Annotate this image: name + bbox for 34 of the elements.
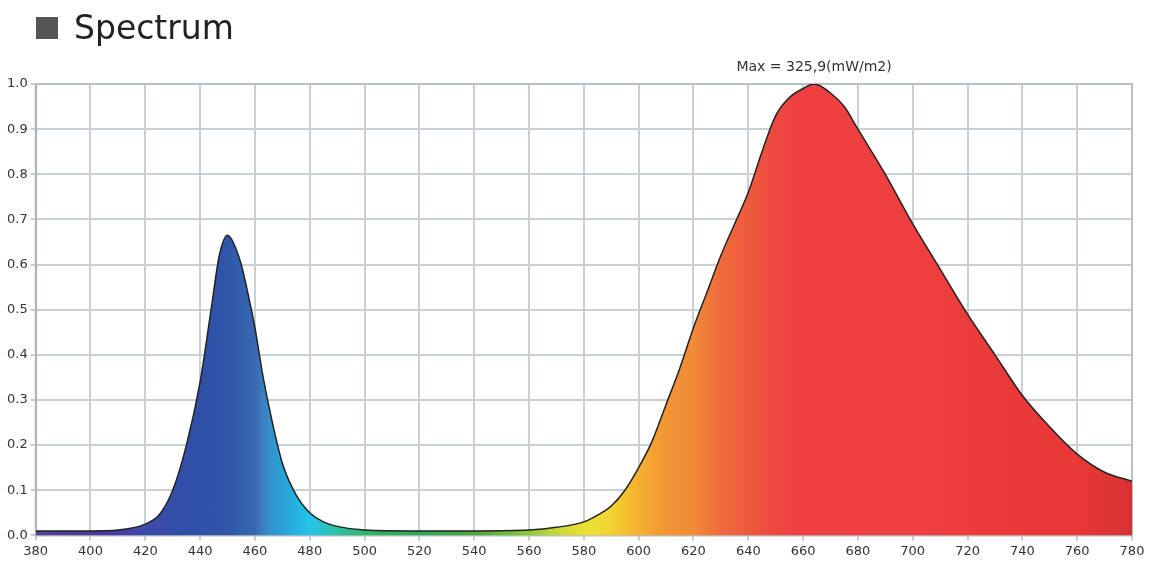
x-tick-label: 600 [626, 542, 652, 558]
y-tick-label: 0.6 [6, 255, 28, 271]
x-tick-label: 460 [242, 542, 268, 558]
y-tick-label: 0.7 [6, 210, 28, 226]
x-tick-label: 660 [790, 542, 816, 558]
x-tick-label: 680 [845, 542, 871, 558]
y-tick-label: 0.8 [6, 165, 28, 181]
x-tick-label: 740 [1009, 542, 1035, 558]
x-tick-label: 500 [352, 542, 377, 558]
x-tick-label: 760 [1064, 542, 1090, 558]
chart-title: Spectrum [74, 8, 234, 47]
x-tick-label: 540 [461, 542, 487, 558]
x-tick-label: 580 [571, 542, 597, 558]
x-tick-label: 400 [78, 542, 103, 558]
y-tick-label: 0.4 [6, 346, 28, 362]
x-tick-label: 720 [955, 542, 980, 558]
y-tick-label: 0.3 [6, 391, 28, 407]
x-tick-label: 420 [132, 542, 158, 558]
y-tick-label: 0.5 [6, 301, 28, 317]
x-tick-label: 440 [187, 542, 213, 558]
x-tick-label: 780 [1119, 542, 1145, 558]
y-tick-label: 0.0 [6, 526, 28, 542]
x-tick-label: 480 [297, 542, 323, 558]
x-tick-label: 560 [516, 542, 542, 558]
y-tick-label: 0.1 [6, 481, 28, 497]
y-tick-label: 0.2 [6, 436, 28, 452]
x-tick-label: 620 [681, 542, 706, 558]
y-tick-label: 0.9 [6, 120, 28, 136]
y-tick-label: 1.0 [6, 75, 28, 91]
annotation: Max = 325,9(mW/m2) [736, 57, 892, 74]
x-tick-label: 640 [735, 542, 761, 558]
x-tick-label: 700 [900, 542, 926, 558]
x-tick-label: 380 [23, 542, 49, 558]
x-tick-label: 520 [406, 542, 432, 558]
